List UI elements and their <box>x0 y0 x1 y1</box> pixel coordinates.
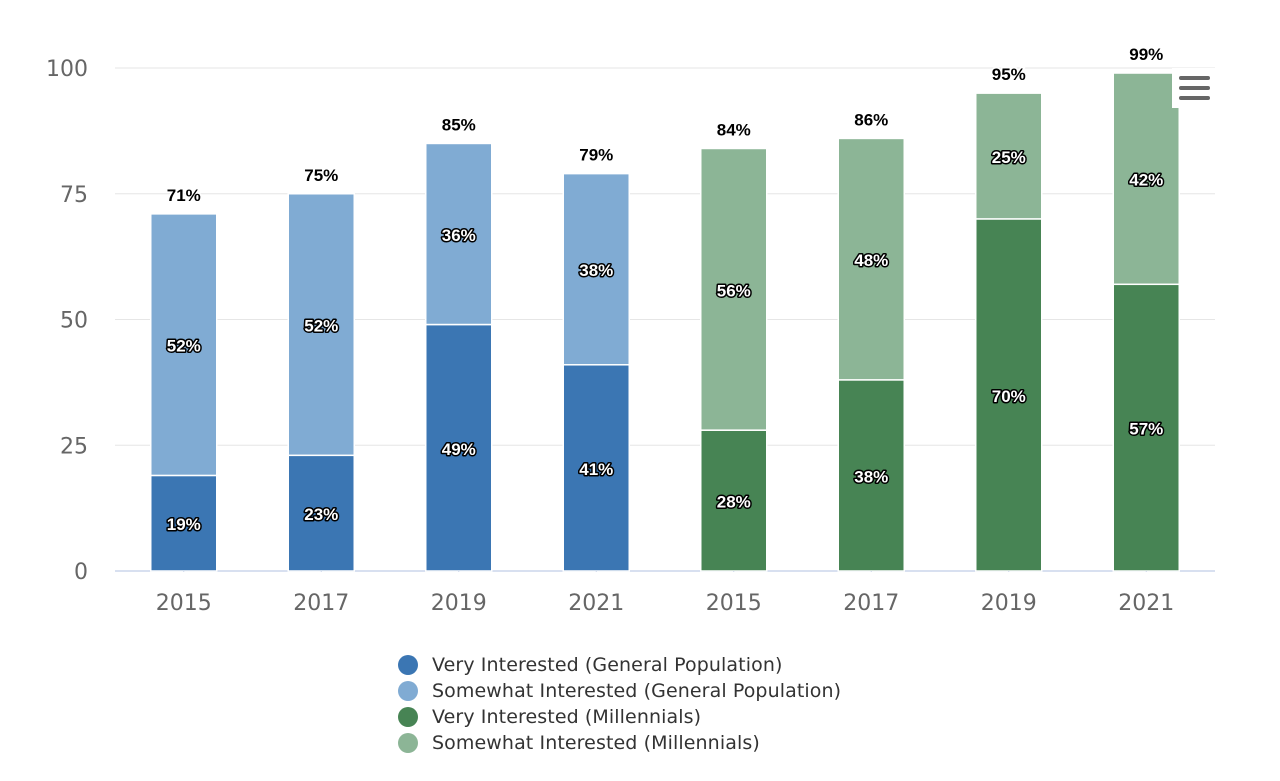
x-tick-label: 2017 <box>293 591 349 616</box>
bar-segment[interactable] <box>287 193 355 457</box>
bar-segment[interactable] <box>700 429 768 572</box>
legend-swatch <box>398 733 418 753</box>
total-data-label: 84% <box>717 120 751 139</box>
bar-segment[interactable] <box>975 92 1043 220</box>
bar-segment[interactable] <box>837 379 905 572</box>
total-data-label: 95% <box>992 65 1026 84</box>
segment-data-label: 23% <box>304 505 338 524</box>
segment-data-label: 56% <box>717 281 751 300</box>
grid-lines <box>115 67 1215 572</box>
legend-item[interactable]: Very Interested (Millennials) <box>398 704 841 730</box>
legend-label: Very Interested (Millennials) <box>432 706 702 728</box>
segment-data-label: 19% <box>167 515 201 534</box>
y-tick-label: 75 <box>60 183 88 208</box>
x-axis: 2015 2017 2019 2021 2015 2017 2019 2021 <box>156 571 1174 616</box>
segment-data-label: 28% <box>717 493 751 512</box>
total-data-label: 99% <box>1129 45 1163 64</box>
segment-data-label: 52% <box>304 317 338 336</box>
legend-label: Somewhat Interested (Millennials) <box>432 732 760 754</box>
bar-segment[interactable] <box>837 137 905 381</box>
bar-segment[interactable] <box>287 454 355 572</box>
x-tick-label: 2015 <box>156 591 212 616</box>
segment-data-label: 52% <box>167 337 201 356</box>
x-tick-label: 2021 <box>568 591 624 616</box>
legend-swatch <box>398 655 418 675</box>
segment-data-label: 25% <box>992 148 1026 167</box>
y-axis: 0 25 50 75 100 <box>46 57 88 585</box>
hamburger-menu-icon[interactable] <box>1172 68 1218 108</box>
segment-data-label: 57% <box>1129 420 1163 439</box>
x-tick-label: 2019 <box>981 591 1037 616</box>
legend-swatch <box>398 707 418 727</box>
bar-segment[interactable] <box>562 172 630 366</box>
legend-item[interactable]: Somewhat Interested (Millennials) <box>398 730 841 756</box>
legend-item[interactable]: Very Interested (General Population) <box>398 652 841 678</box>
total-data-label: 71% <box>167 186 201 205</box>
legend-label: Very Interested (General Population) <box>432 654 783 676</box>
total-data-label: 85% <box>442 115 476 134</box>
total-data-label: 86% <box>854 110 888 129</box>
legend-item[interactable]: Somewhat Interested (General Population) <box>398 678 841 704</box>
segment-data-label: 38% <box>854 467 888 486</box>
bar-segment[interactable] <box>425 142 493 326</box>
x-tick-label: 2019 <box>431 591 487 616</box>
legend-swatch <box>398 681 418 701</box>
y-tick-label: 100 <box>46 57 88 82</box>
segment-data-label: 36% <box>442 226 476 245</box>
bar-segment[interactable] <box>700 147 768 431</box>
segment-data-label: 38% <box>579 261 613 280</box>
data-labels: 19% 52% 71% 23% 52% 75% 49% 36% 85% 41% 38% 79% 28% 5… <box>165 44 1165 536</box>
segment-data-label: 48% <box>854 251 888 270</box>
y-tick-label: 0 <box>74 560 88 585</box>
x-tick-label: 2015 <box>706 591 762 616</box>
legend: Very Interested (General Population) Some… <box>398 652 841 756</box>
bar-segment[interactable] <box>425 323 493 572</box>
segment-data-label: 49% <box>442 440 476 459</box>
segment-data-label: 41% <box>579 460 613 479</box>
segment-data-label: 42% <box>1129 171 1163 190</box>
segment-data-label: 70% <box>992 387 1026 406</box>
bar-segment[interactable] <box>150 213 218 477</box>
legend-label: Somewhat Interested (General Population) <box>432 680 842 702</box>
y-tick-label: 50 <box>60 309 88 334</box>
total-data-label: 75% <box>304 166 338 185</box>
bar-segment[interactable] <box>562 364 630 572</box>
total-data-label: 79% <box>579 146 613 165</box>
bar-segment[interactable] <box>1112 72 1180 286</box>
x-tick-label: 2017 <box>843 591 899 616</box>
x-tick-label: 2021 <box>1118 591 1174 616</box>
y-tick-label: 25 <box>60 434 88 459</box>
